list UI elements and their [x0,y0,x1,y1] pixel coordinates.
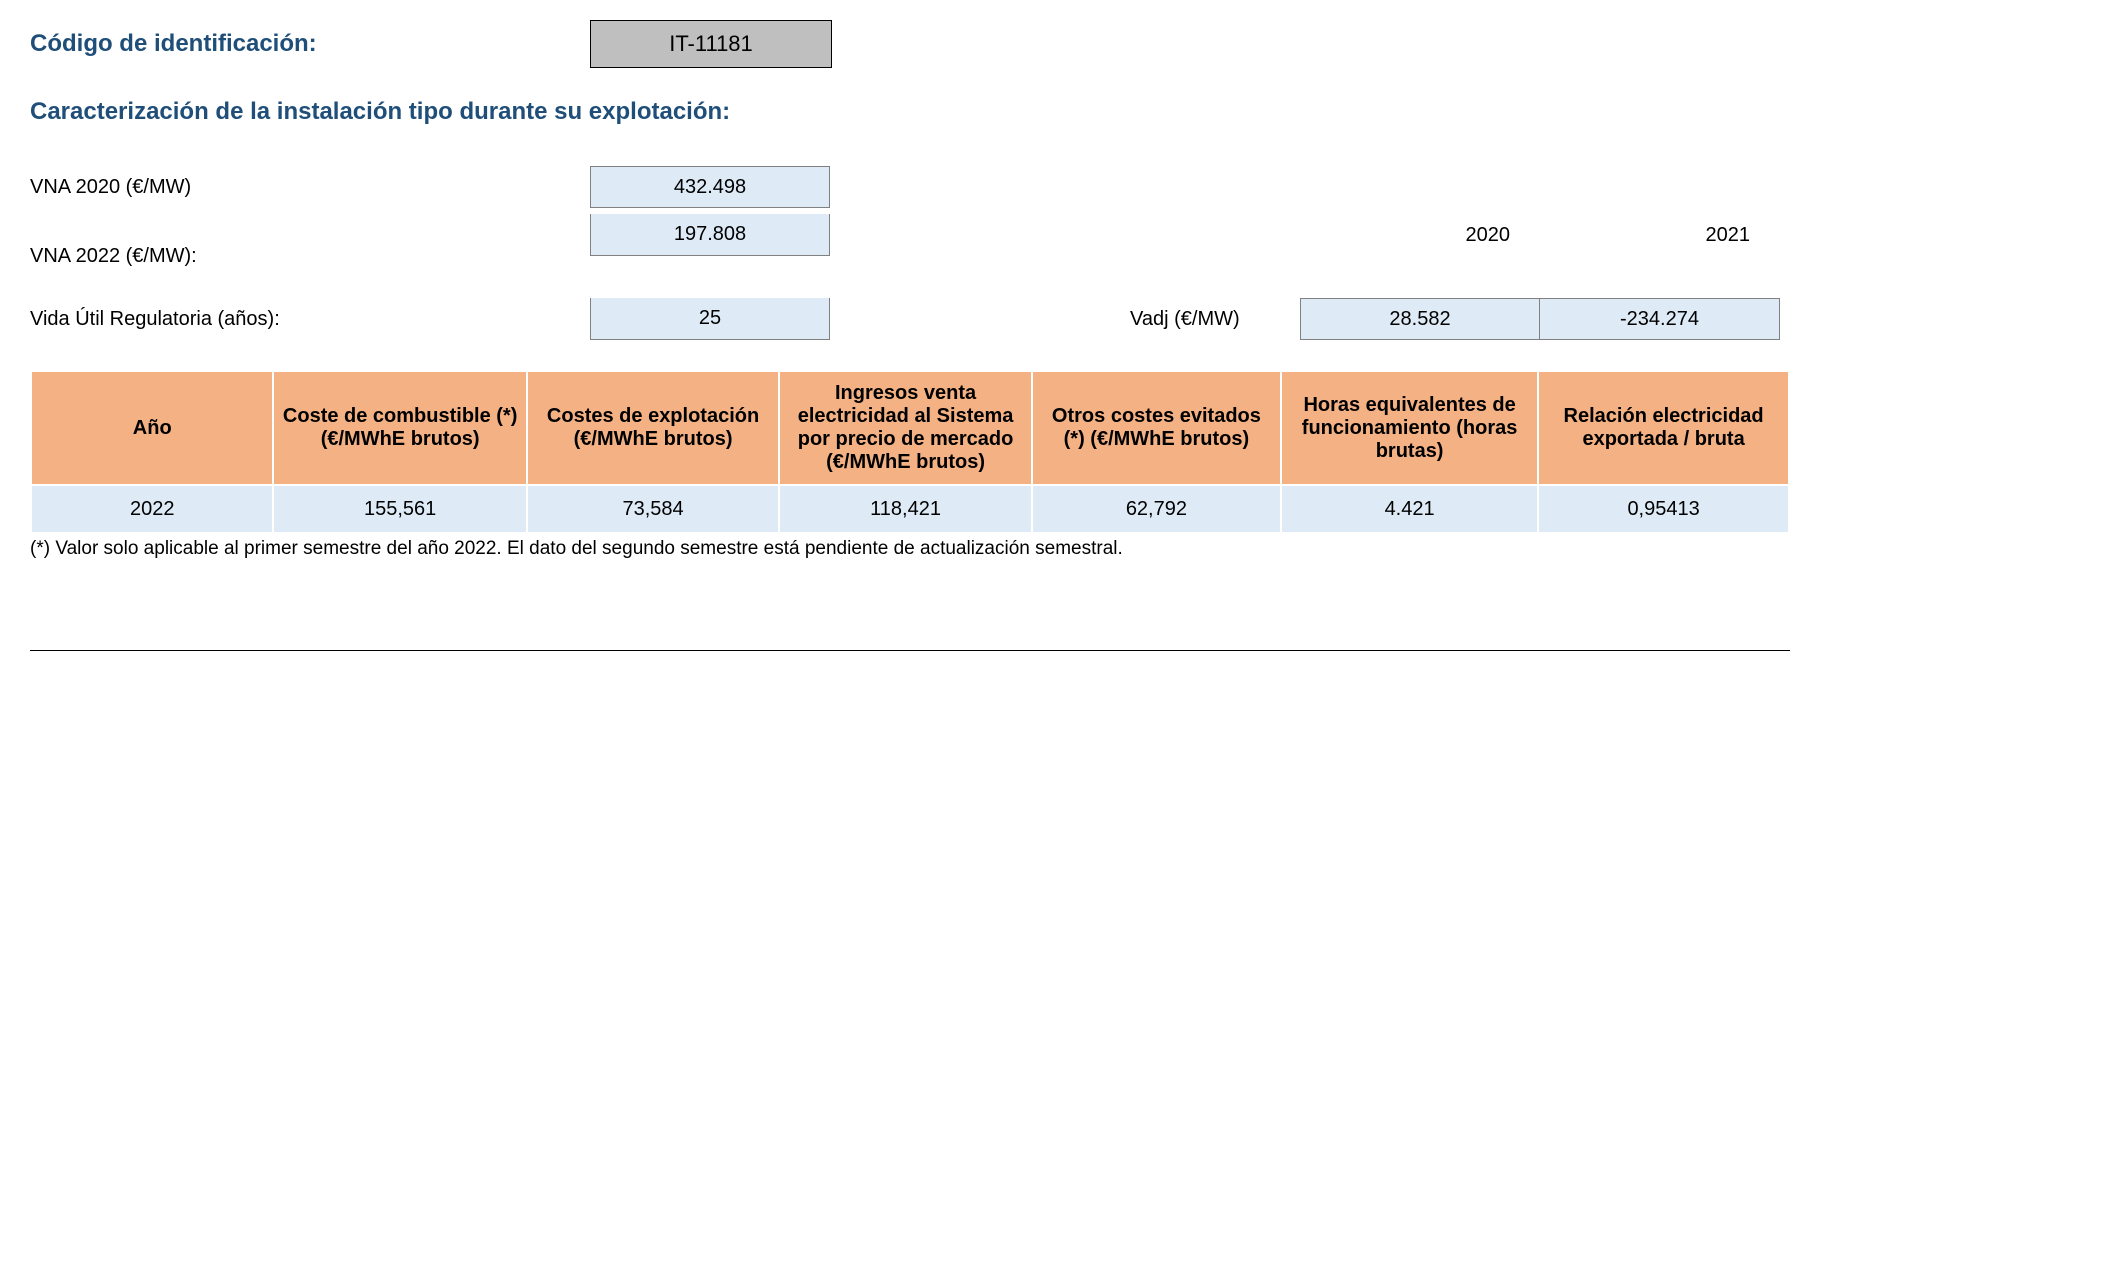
vna2020-row: VNA 2020 (€/MW) 432.498 [30,166,2096,208]
vna2020-value: 432.498 [590,166,830,208]
col-explotacion: Costes de explotación (€/MWhE brutos) [527,371,780,485]
id-value-box: IT-11181 [590,20,832,68]
cell-ano: 2022 [31,485,273,533]
section-title: Caracterización de la instalación tipo d… [30,98,2096,126]
id-row: Código de identificación: IT-11181 [30,20,2096,68]
vida-label: Vida Útil Regulatoria (años): [30,298,590,340]
vadj-year-1: 2021 [1540,214,1780,256]
data-table: Año Coste de combustible (*) (€/MWhE bru… [30,370,1790,534]
vida-row: Vida Útil Regulatoria (años): 25 [30,298,2096,340]
vadj-col-1: 2021 -234.274 [1540,214,1780,298]
cell-horas: 4.421 [1281,485,1538,533]
vna2022-row: VNA 2022 (€/MW): 197.808 Vadj (€/MW) 202… [30,214,2096,298]
cell-explotacion: 73,584 [527,485,780,533]
cell-combustible: 155,561 [273,485,526,533]
table-row: 2022 155,561 73,584 118,421 62,792 4.421… [31,485,1789,533]
vna2022-value: 197.808 [590,214,830,256]
vida-value: 25 [590,298,830,340]
vadj-col-0: 2020 28.582 [1300,214,1540,298]
vna2022-label: VNA 2022 (€/MW): [30,214,590,298]
col-horas: Horas equivalentes de funcionamiento (ho… [1281,371,1538,485]
vadj-label: Vadj (€/MW) [1130,298,1300,340]
vadj-year-0: 2020 [1300,214,1540,256]
vadj-value-1: -234.274 [1540,298,1780,340]
vna2020-label: VNA 2020 (€/MW) [30,166,590,208]
cell-ingresos: 118,421 [779,485,1032,533]
cell-relacion: 0,95413 [1538,485,1789,533]
col-ingresos: Ingresos venta electricidad al Sistema p… [779,371,1032,485]
id-label: Código de identificación: [30,20,590,68]
col-relacion: Relación electricidad exportada / bruta [1538,371,1789,485]
vadj-block: Vadj (€/MW) 2020 28.582 2021 -234.274 [1130,214,1780,298]
separator [30,650,1790,651]
col-ano: Año [31,371,273,485]
table-header-row: Año Coste de combustible (*) (€/MWhE bru… [31,371,1789,485]
footnote: (*) Valor solo aplicable al primer semes… [30,538,2096,560]
col-otros: Otros costes evitados (*) (€/MWhE brutos… [1032,371,1281,485]
col-combustible: Coste de combustible (*) (€/MWhE brutos) [273,371,526,485]
vadj-value-0: 28.582 [1300,298,1540,340]
cell-otros: 62,792 [1032,485,1281,533]
